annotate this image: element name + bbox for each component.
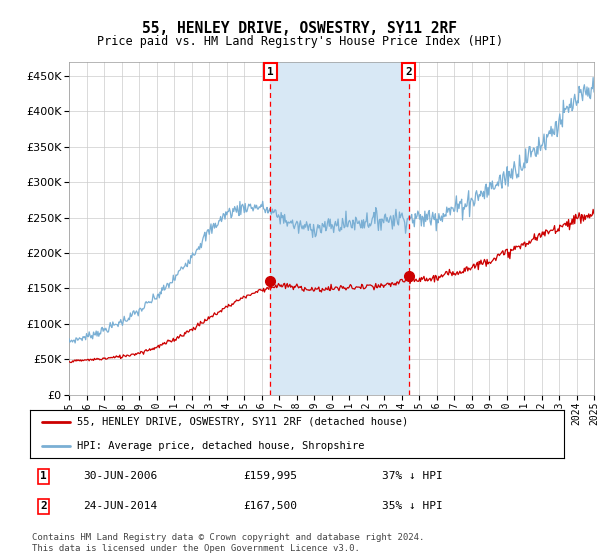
Text: 30-JUN-2006: 30-JUN-2006: [83, 472, 158, 482]
Text: Price paid vs. HM Land Registry's House Price Index (HPI): Price paid vs. HM Land Registry's House …: [97, 35, 503, 48]
Text: HPI: Average price, detached house, Shropshire: HPI: Average price, detached house, Shro…: [77, 441, 364, 451]
Text: 55, HENLEY DRIVE, OSWESTRY, SY11 2RF: 55, HENLEY DRIVE, OSWESTRY, SY11 2RF: [143, 21, 458, 36]
Bar: [270, 62, 409, 395]
Text: £167,500: £167,500: [244, 501, 298, 511]
Text: Contains HM Land Registry data © Crown copyright and database right 2024.
This d: Contains HM Land Registry data © Crown c…: [32, 533, 425, 553]
Text: £159,995: £159,995: [244, 472, 298, 482]
Text: 37% ↓ HPI: 37% ↓ HPI: [382, 472, 443, 482]
Text: 35% ↓ HPI: 35% ↓ HPI: [382, 501, 443, 511]
Text: 1: 1: [267, 67, 274, 77]
Text: 24-JUN-2014: 24-JUN-2014: [83, 501, 158, 511]
Text: 2: 2: [40, 501, 47, 511]
Text: 55, HENLEY DRIVE, OSWESTRY, SY11 2RF (detached house): 55, HENLEY DRIVE, OSWESTRY, SY11 2RF (de…: [77, 417, 408, 427]
Text: 2: 2: [405, 67, 412, 77]
Text: 1: 1: [40, 472, 47, 482]
